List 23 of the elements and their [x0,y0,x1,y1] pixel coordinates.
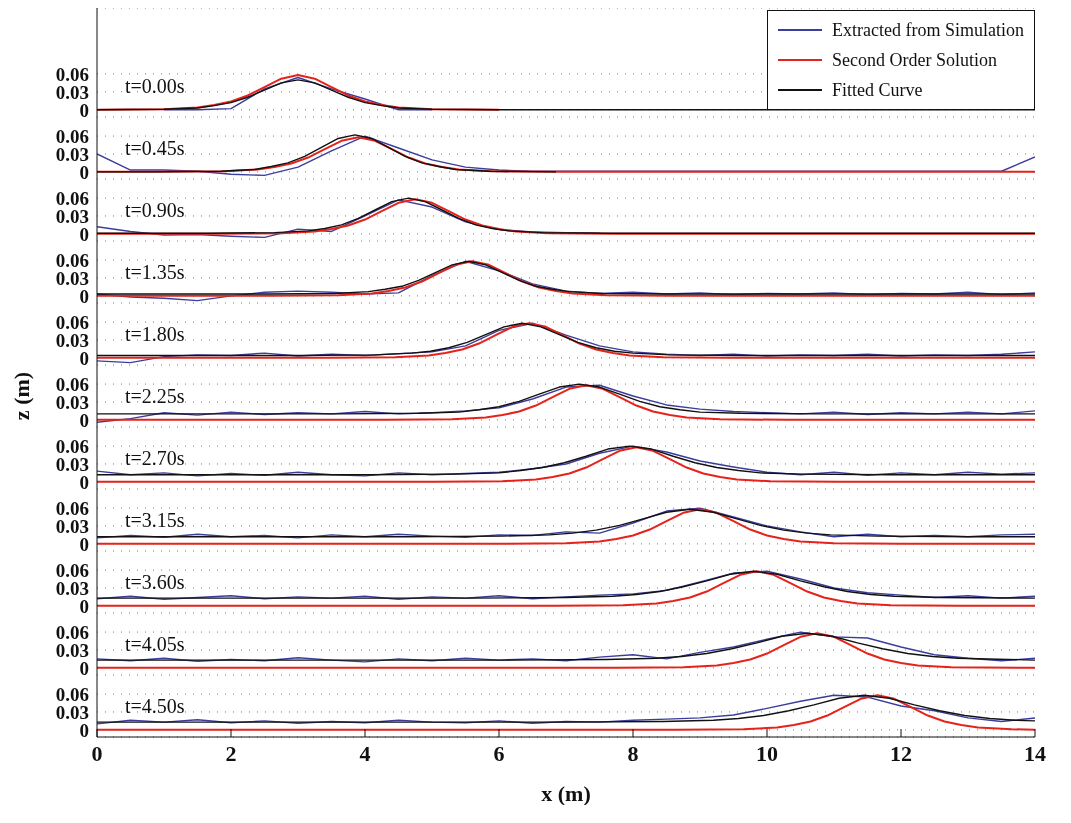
annotation: t=0.00s [125,74,185,97]
x-tick-label: 14 [1024,740,1046,766]
x-tick-label: 6 [493,740,505,766]
annotation: t=4.05s [125,632,185,655]
x-tick-label: 4 [359,740,371,766]
legend-label: Extracted from Simulation [832,19,1024,41]
annotation: t=2.70s [125,446,185,469]
x-tick-label: 2 [225,740,237,766]
annotation: t=0.45s [125,136,185,159]
x-tick-label: 10 [756,740,778,766]
annotation: t=3.15s [125,508,185,531]
legend-label: Fitted Curve [832,79,923,101]
x-tick-label: 12 [890,740,912,766]
legend-label: Second Order Solution [832,49,998,71]
annotation: t=1.80s [125,322,185,345]
annotation: t=0.90s [125,198,185,221]
annotation: t=1.35s [125,260,185,283]
annotation: t=4.50s [125,694,185,717]
annotation: t=2.25s [125,384,185,407]
annotation: t=3.60s [125,570,185,593]
y-axis-title: z (m) [8,371,34,421]
x-tick-label: 8 [627,740,639,766]
x-axis-title: x (m) [541,781,591,806]
